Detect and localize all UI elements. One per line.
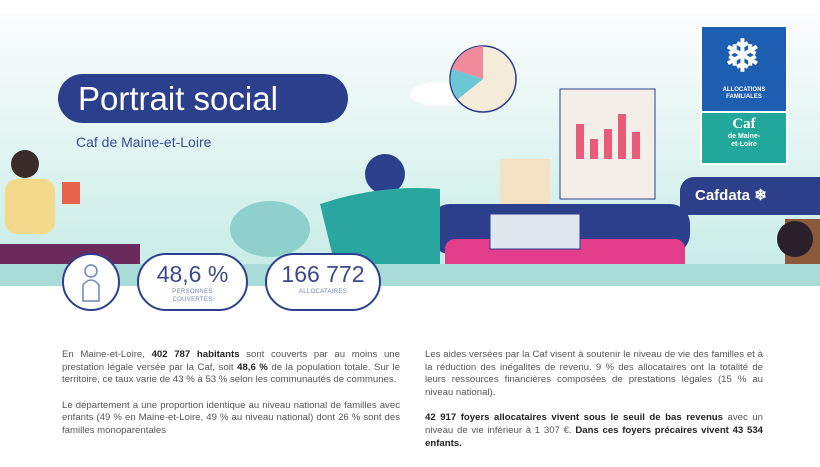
- stat-label: COUVERTES: [172, 297, 213, 303]
- stat-label: ALLOCATAIRES: [298, 289, 348, 295]
- page-title: Portrait social: [58, 74, 348, 123]
- caf-logo: ❄ ALLOCATIONS FAMILIALES Caf de Maine- e…: [700, 25, 788, 165]
- hero-illustration: Portrait social Caf de Maine-et-Loire ❄ …: [0, 14, 820, 286]
- logo-line2: FAMILIALES: [726, 94, 762, 100]
- person-icon: [82, 264, 100, 302]
- stats-row: 48,6 % PERSONNES COUVERTES 166 772 ALLOC…: [0, 253, 820, 315]
- cafdata-label: Cafdata: [695, 187, 751, 204]
- cafdata-banner: Cafdata ❄: [680, 177, 820, 215]
- logo-dep2: et-Loire: [731, 141, 757, 148]
- stat-coverage: 48,6 % PERSONNES COUVERTES: [137, 253, 248, 311]
- stat-allocataires: 166 772 ALLOCATAIRES: [265, 253, 381, 311]
- logo-caf: Caf: [732, 116, 756, 132]
- illustration-art: [0, 45, 820, 286]
- left-column: En Maine-et-Loire, 402 787 habitants son…: [62, 349, 400, 451]
- stat-value: 166 772: [281, 261, 365, 287]
- person-stat-circle: [62, 253, 120, 311]
- stat-label: PERSONNES: [172, 289, 213, 295]
- page-subtitle: Caf de Maine-et-Loire: [76, 134, 212, 150]
- paragraph: En Maine-et-Loire, 402 787 habitants son…: [62, 349, 400, 386]
- logo-dep1: de Maine-: [727, 133, 761, 140]
- snowflake-icon: ❄: [724, 32, 761, 81]
- paragraph: Le département a une proportion identiqu…: [62, 399, 400, 436]
- paragraph: Les aides versées par la Caf visent à so…: [425, 349, 763, 398]
- logo-line1: ALLOCATIONS: [722, 87, 766, 93]
- snowflake-icon: ❄: [754, 187, 767, 204]
- stat-value: 48,6 %: [156, 261, 229, 287]
- paragraph: 42 917 foyers allocataires vivent sous l…: [425, 412, 763, 449]
- right-column: Les aides versées par la Caf visent à so…: [425, 349, 763, 463]
